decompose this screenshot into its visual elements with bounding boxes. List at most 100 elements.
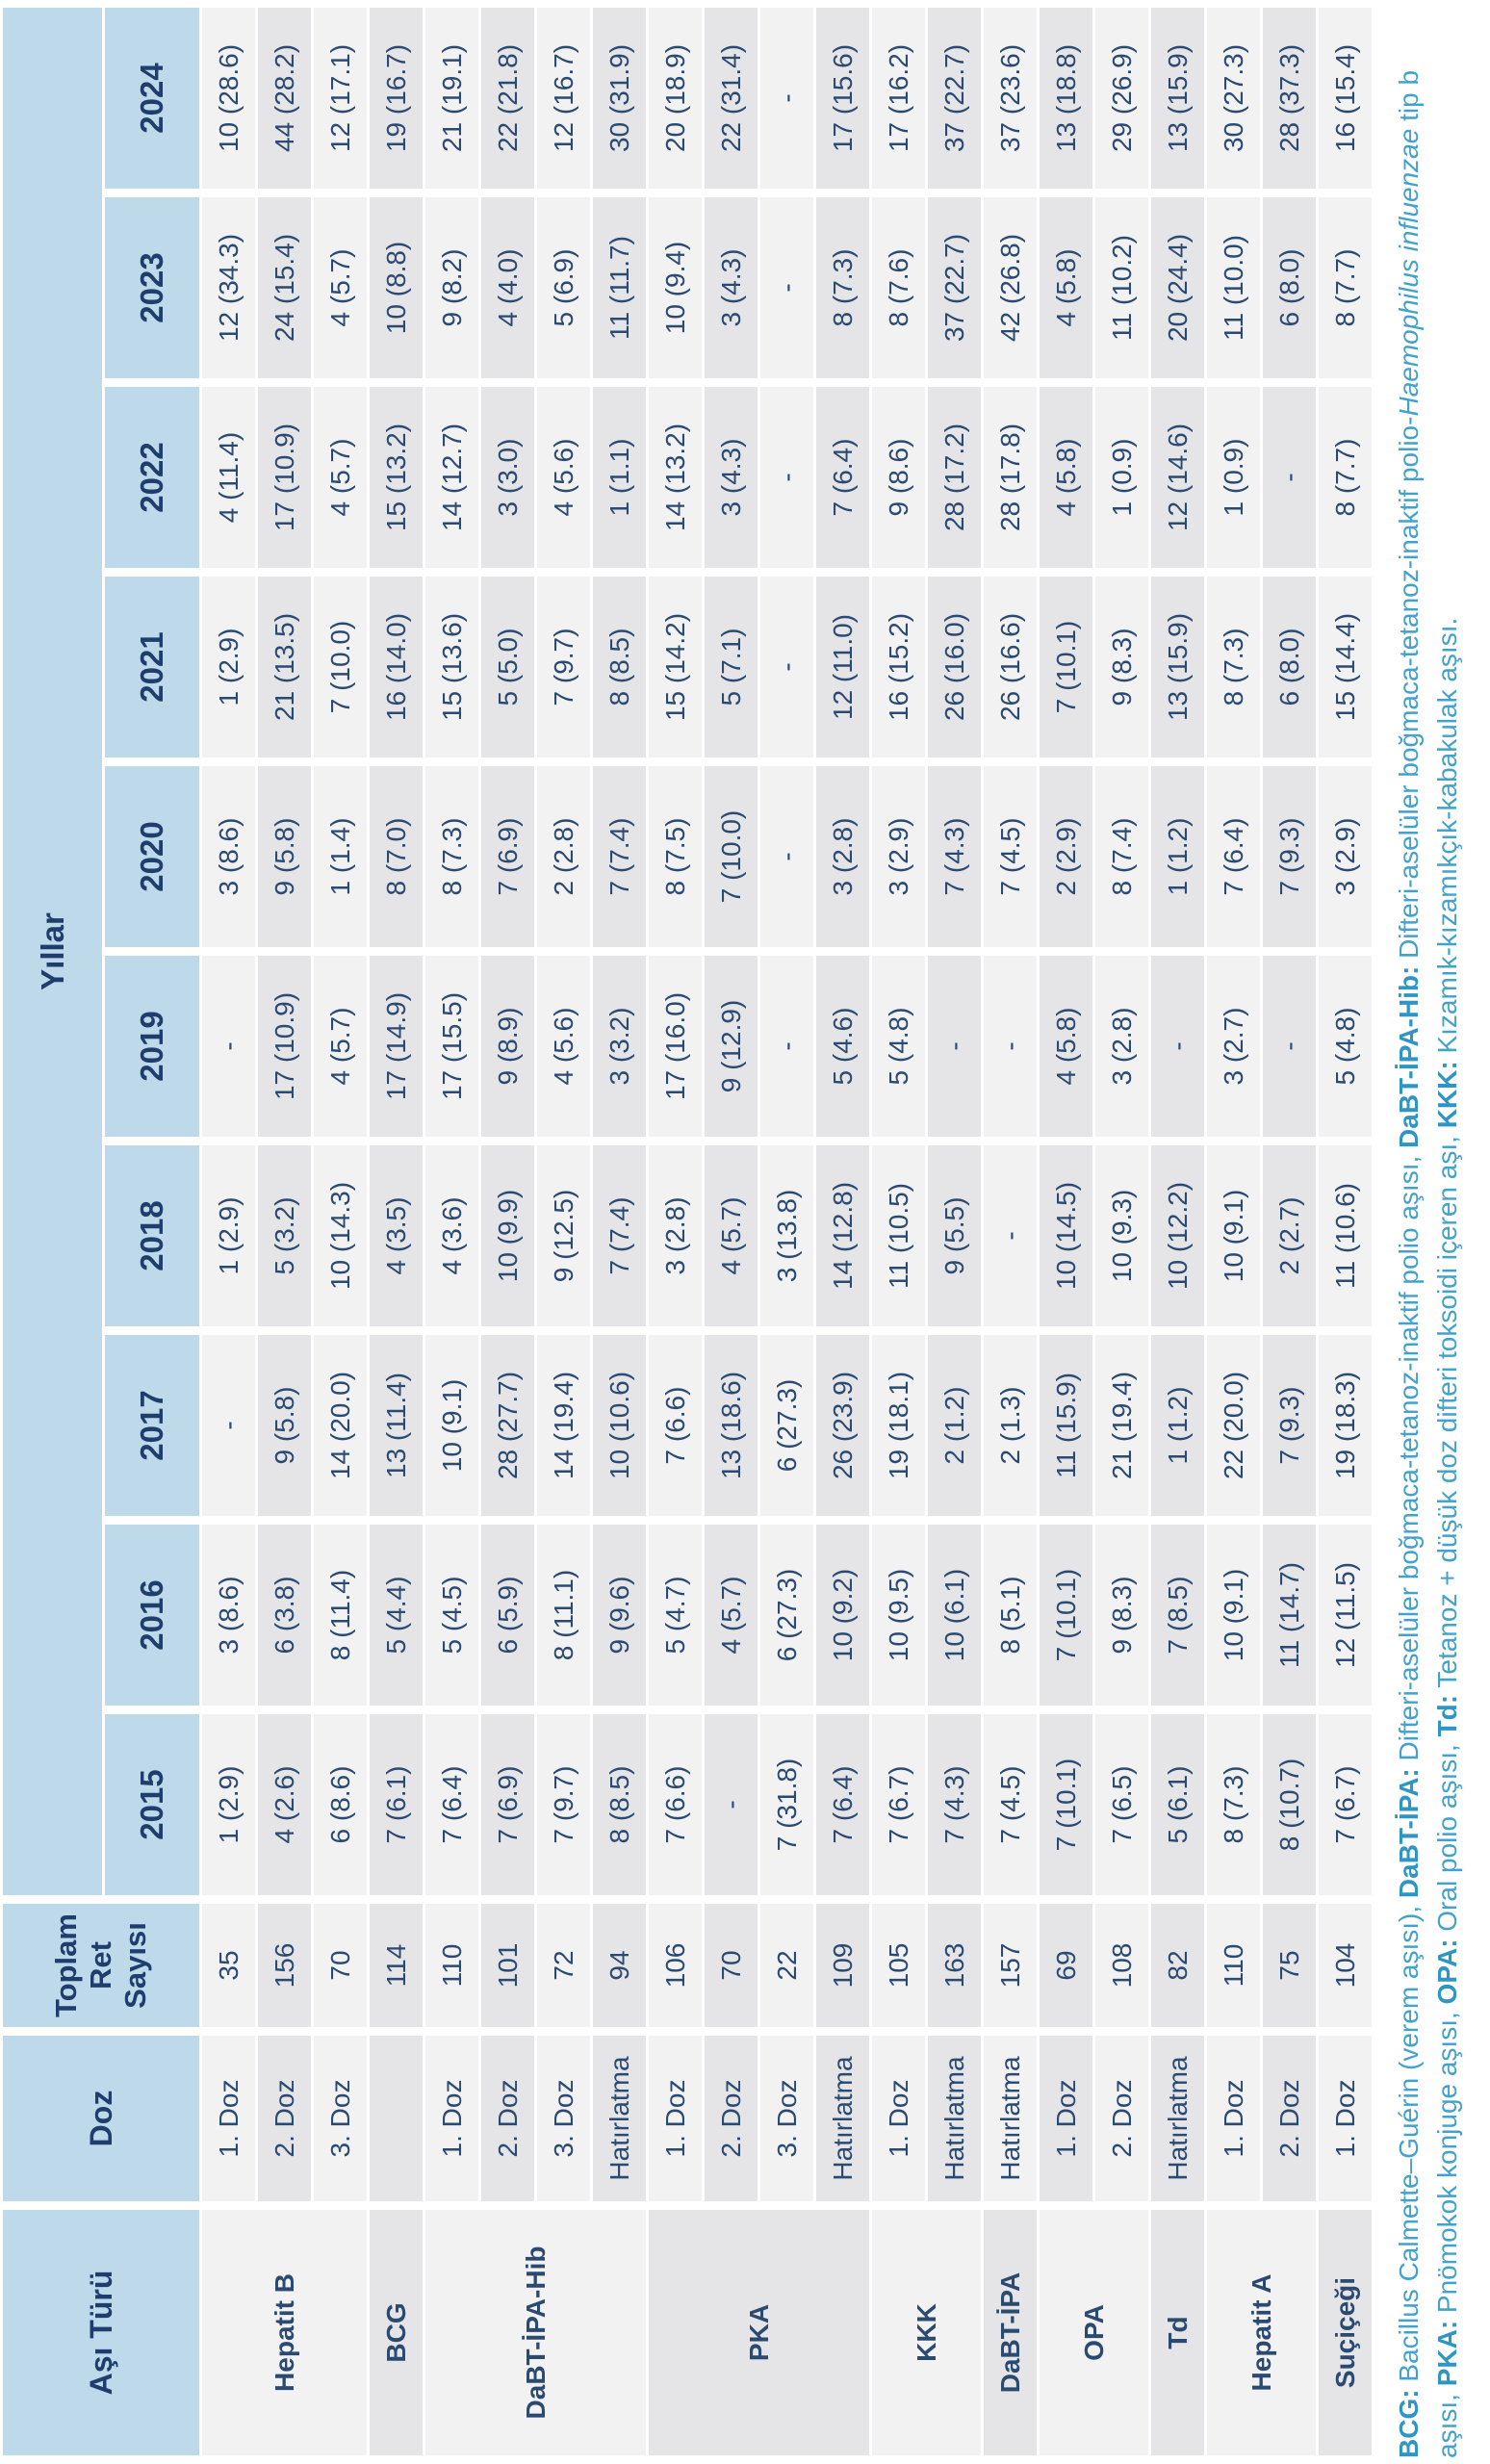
cell-total: 101 [481,1904,534,2027]
cell-value: 5 (4.8) [872,956,925,1137]
cell-value: 29 (26.9) [1095,8,1148,189]
cell-value: 8 (7.3) [425,766,478,947]
cell-value: 11 (10.2) [1095,197,1148,378]
cell-value: 22 (31.4) [705,8,758,189]
cell-value: 7 (6.9) [481,766,534,947]
year-header: 2022 [105,387,199,568]
cell-value: 7 (10.1) [1040,1714,1092,1895]
cell-total: 94 [593,1904,646,2027]
cell-value: 10 (9.9) [481,1145,534,1326]
cell-value: 12 (11.0) [816,577,869,757]
cell-value: 19 (18.3) [1319,1335,1372,1516]
footnote-abbreviation: DaBT-İPA-Hib: [1394,965,1424,1148]
header-row-1: Aşı Türü Doz Toplam Ret Sayısı Yıllar [3,8,199,2455]
cell-vaccine: DaBT-İPA [984,2210,1037,2455]
cell-value: 21 (13.5) [258,577,311,757]
cell-value: 13 (11.4) [370,1335,423,1516]
cell-vaccine: Hepatit B [202,2210,367,2455]
cell-value: 7 (6.9) [481,1714,534,1895]
cell-value: 10 (8.8) [370,197,423,378]
cell-total: 156 [258,1904,311,2027]
cell-value: 4 (3.6) [425,1145,478,1326]
cell-dose: 2. Doz [705,2036,758,2201]
cell-value: 7 (8.5) [1151,1525,1204,1706]
cell-value: 4 (5.7) [314,956,367,1137]
cell-value: 1 (1.4) [314,766,367,947]
cell-value: 21 (19.4) [1095,1335,1148,1516]
cell-value: 4 (5.7) [705,1145,758,1326]
table-row: Hatırlatma 163 7 (4.3) 10 (6.1) 2 (1.2) 9 (5.… [928,8,981,2455]
col-header-years-group: Yıllar [3,8,102,1895]
cell-total: 110 [1207,1904,1260,2027]
cell-value: 28 (27.7) [481,1335,534,1516]
cell-dose: 3. Doz [760,2036,813,2201]
cell-value: 3 (4.3) [705,197,758,378]
footnote-text: Difteri-aselüler boğmaca-tetanoz-inaktif… [1394,416,1424,966]
cell-value: 8 (7.7) [1319,197,1372,378]
cell-value: 10 (9.1) [1207,1525,1260,1706]
footnote-text: Kızamık-kızamıkçık-kabakulak aşısı. [1432,617,1462,1062]
cell-total: 104 [1319,1904,1372,2027]
cell-value: 11 (15.9) [1040,1335,1092,1516]
cell-value: 2 (1.2) [928,1335,981,1516]
cell-value: 13 (15.9) [1151,577,1204,757]
cell-value: 10 (9.2) [816,1525,869,1706]
cell-dose: Hatırlatma [984,2036,1037,2201]
cell-vaccine: OPA [1040,2210,1148,2455]
table-row: 3. Doz 72 7 (9.7) 8 (11.1) 14 (19.4) 9 (12.5)… [537,8,590,2455]
cell-value: - [1263,387,1316,568]
table-row: 2. Doz 108 7 (6.5) 9 (8.3) 21 (19.4) 10 (9.3)… [1095,8,1148,2455]
cell-value: 5 (4.7) [649,1525,702,1706]
footnote-text: Tetanoz + düşük doz difteri toksoidi içe… [1432,1128,1462,1695]
cell-value: 7 (4.5) [984,1714,1037,1895]
cell-value: 8 (7.3) [1207,1714,1260,1895]
cell-value: 24 (15.4) [258,197,311,378]
cell-dose: 1. Doz [872,2036,925,2201]
cell-value: 8 (7.6) [872,197,925,378]
cell-value: 11 (10.0) [1207,197,1260,378]
cell-dose: 2. Doz [1095,2036,1148,2201]
footnote-abbreviation: KKK: [1432,1061,1462,1129]
cell-value: 4 (4.0) [481,197,534,378]
cell-dose: Hatırlatma [1151,2036,1204,2201]
cell-value: 14 (19.4) [537,1335,590,1516]
cell-value: 15 (14.4) [1319,577,1372,757]
cell-total: 109 [816,1904,869,2027]
cell-value: 44 (28.2) [258,8,311,189]
cell-value: - [760,8,813,189]
cell-dose: 2. Doz [481,2036,534,2201]
footnote-abbreviation: BCG: [1394,2389,1424,2458]
cell-value: 3 (4.3) [705,387,758,568]
cell-vaccine: DaBT-İPA-Hib [425,2210,646,2455]
footnote-text: Difteri-aselüler boğmaca-tetanoz-inaktif… [1394,1147,1424,1769]
table-row: Td Hatırlatma 82 5 (6.1) 7 (8.5) 1 (1.2) 10 (1… [1151,8,1204,2455]
cell-value: 14 (13.2) [649,387,702,568]
cell-value: 9 (8.9) [481,956,534,1137]
cell-value: 9 (8.3) [1095,577,1148,757]
year-header: 2018 [105,1145,199,1326]
cell-value: 10 (6.1) [928,1525,981,1706]
cell-value: 5 (7.1) [705,577,758,757]
table-row: 2. Doz 156 4 (2.6) 6 (3.8) 9 (5.8) 5 (3.2) 17 … [258,8,311,2455]
cell-dose [370,2036,423,2201]
cell-value: 7 (9.3) [1263,1335,1316,1516]
cell-vaccine: PKA [649,2210,869,2455]
cell-value: 5 (3.2) [258,1145,311,1326]
table-row: DaBT-İPA-Hib 1. Doz 110 7 (6.4) 5 (4.5) 10 (9… [425,8,646,2455]
cell-value: 13 (15.9) [1151,8,1204,189]
cell-value: 4 (5.6) [537,956,590,1137]
table-row: Hatırlatma 109 7 (6.4) 10 (9.2) 26 (23.9) 14 … [816,8,869,2455]
cell-value: 7 (4.5) [984,766,1037,947]
year-header: 2019 [105,956,199,1137]
table-row: 2. Doz 70- 4 (5.7) 13 (18.6) 4 (5.7) 9 (12.9)… [705,8,758,2455]
table-row: 2. Doz 75 8 (10.7) 11 (14.7) 7 (9.3) 2 (2.7) -… [1263,8,1316,2455]
cell-dose: 1. Doz [1207,2036,1260,2201]
cell-value: - [760,387,813,568]
cell-value: 7 (7.4) [593,766,646,947]
year-header: 2015 [105,1714,199,1895]
cell-total: 22 [760,1904,813,2027]
cell-value: 28 (37.3) [1263,8,1316,189]
cell-value: 9 (5.5) [928,1145,981,1326]
cell-value: 10 (9.4) [649,197,702,378]
cell-value: 2 (2.9) [1040,766,1092,947]
